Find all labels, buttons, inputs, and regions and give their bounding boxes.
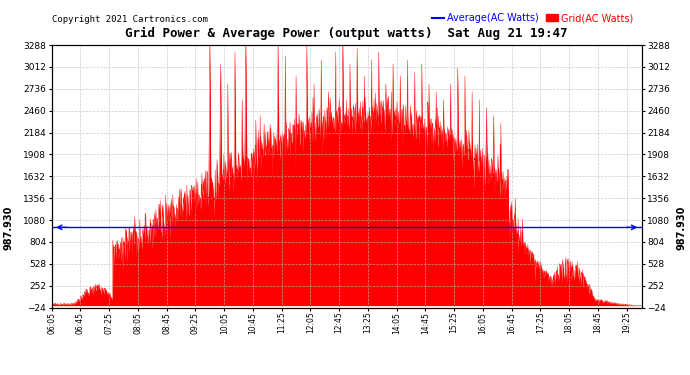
- Text: 987.930: 987.930: [677, 205, 687, 249]
- Text: 987.930: 987.930: [3, 205, 13, 249]
- Text: Copyright 2021 Cartronics.com: Copyright 2021 Cartronics.com: [52, 15, 208, 24]
- Legend: Average(AC Watts), Grid(AC Watts): Average(AC Watts), Grid(AC Watts): [428, 9, 637, 27]
- Title: Grid Power & Average Power (output watts)  Sat Aug 21 19:47: Grid Power & Average Power (output watts…: [126, 27, 568, 40]
